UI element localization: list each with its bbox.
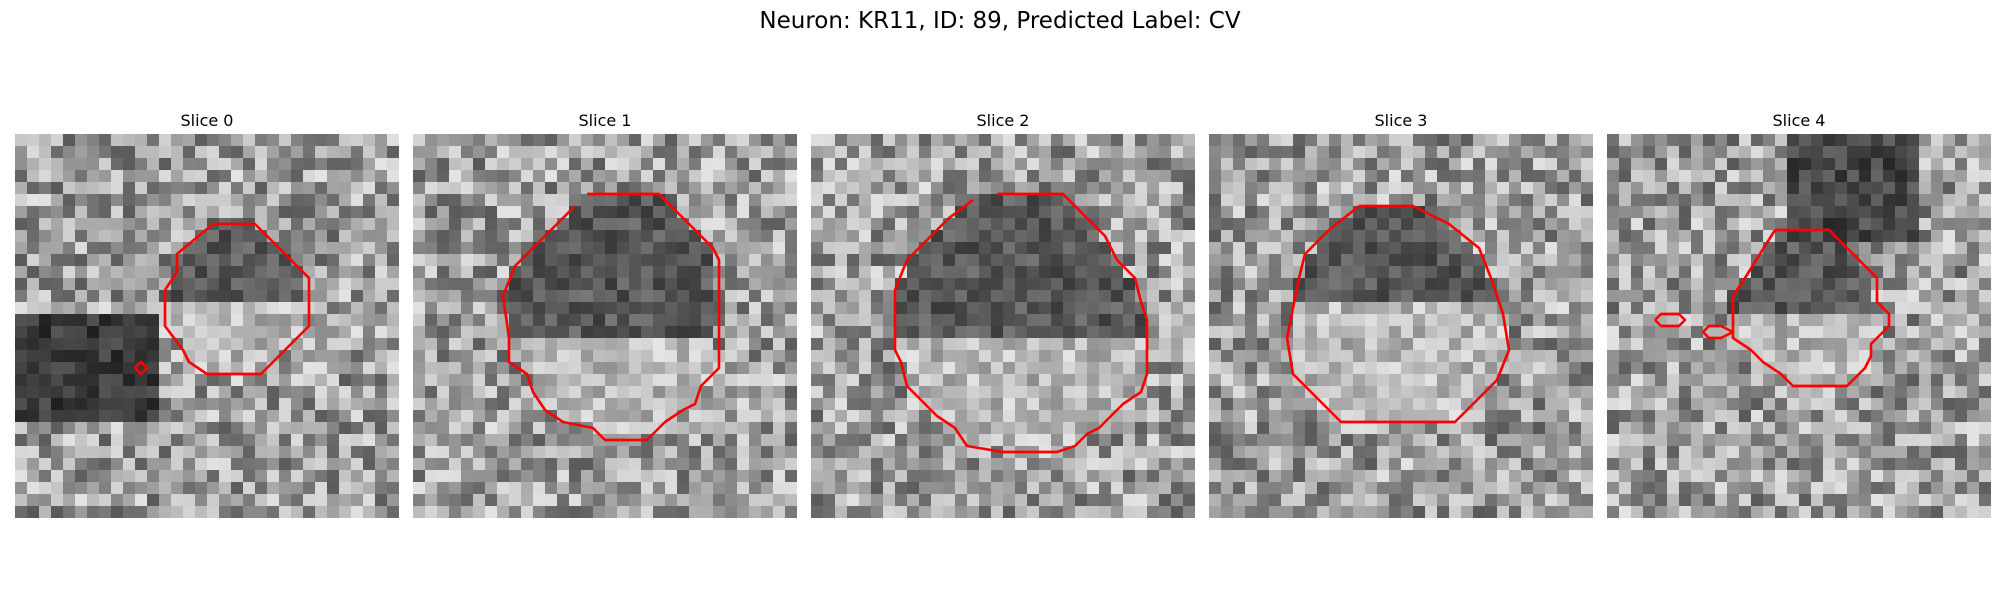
slice-image-2 — [811, 134, 1195, 518]
pixel-grid — [811, 134, 1195, 518]
pixel-grid — [1607, 134, 1991, 518]
slice-panel-2: Slice 2 — [811, 108, 1195, 518]
slice-title-2: Slice 2 — [976, 111, 1030, 130]
slice-title-4: Slice 4 — [1772, 111, 1826, 130]
contour-2 — [1702, 324, 1735, 340]
contour-0 — [163, 222, 311, 376]
slice-panel-4: Slice 4 — [1607, 108, 1991, 518]
slice-title-1: Slice 1 — [578, 111, 632, 130]
slice-title-3: Slice 3 — [1374, 111, 1428, 130]
figure-title: Neuron: KR11, ID: 89, Predicted Label: C… — [759, 8, 1241, 34]
slice-image-0 — [15, 134, 399, 518]
slice-image-1 — [413, 134, 797, 518]
contour-0 — [893, 192, 1149, 454]
slice-title-0: Slice 0 — [180, 111, 234, 130]
pixel-grid — [1209, 134, 1593, 518]
pixel-grid — [15, 134, 399, 518]
contour-1 — [134, 360, 149, 376]
contour-0 — [501, 192, 721, 442]
pixel-grid — [413, 134, 797, 518]
slice-image-3 — [1209, 134, 1593, 518]
slice-panel-0: Slice 0 — [15, 108, 399, 518]
contour-0 — [1285, 204, 1511, 424]
contour-0 — [1731, 228, 1891, 388]
slice-image-4 — [1607, 134, 1991, 518]
slice-panel-1: Slice 1 — [413, 108, 797, 518]
slice-panel-3: Slice 3 — [1209, 108, 1593, 518]
contour-1 — [1654, 312, 1687, 328]
